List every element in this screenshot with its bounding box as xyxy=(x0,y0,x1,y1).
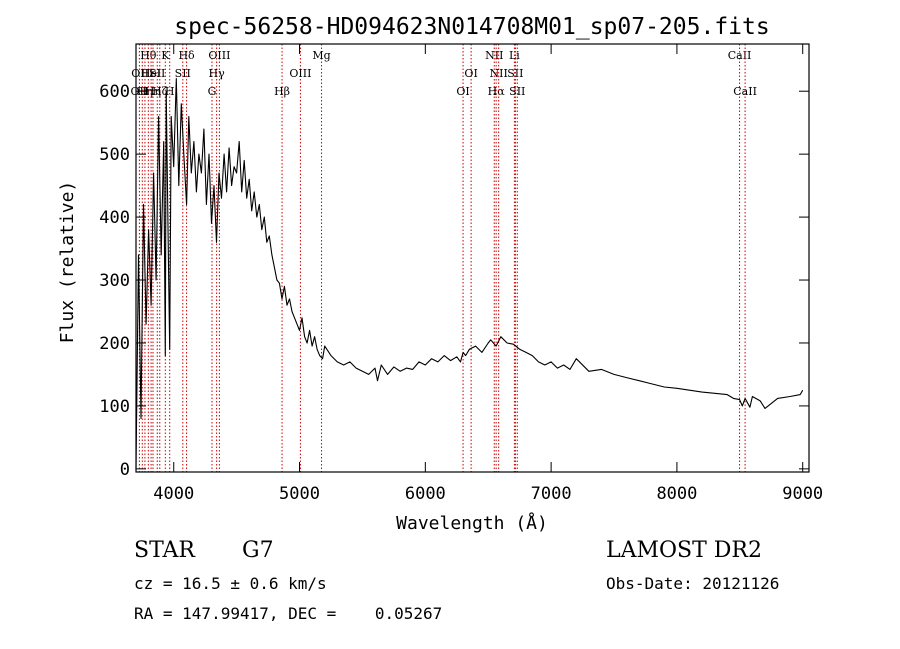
y-tick-label-3: 300 xyxy=(99,271,130,291)
line-marker-label-3: Hθ xyxy=(140,49,157,62)
line-marker-label-18: OI xyxy=(456,85,469,98)
line-marker-label-1: OIII xyxy=(131,67,153,80)
line-marker-label-8: K xyxy=(161,49,170,62)
line-marker-label-13: Hγ xyxy=(209,67,226,80)
line-marker-label-26: CaII xyxy=(728,49,752,62)
x-tick-label-3: 7000 xyxy=(531,484,572,504)
y-tick-label-5: 500 xyxy=(99,145,130,165)
line-marker-label-22: NII xyxy=(490,67,508,80)
y-axis-label: Flux (relative) xyxy=(57,181,78,344)
x-tick-label-2: 6000 xyxy=(405,484,446,504)
line-marker-label-10: SII xyxy=(175,67,191,80)
line-marker-label-15: Hβ xyxy=(274,85,290,98)
line-marker-label-23: Li xyxy=(509,49,520,62)
observation-date: Obs-Date: 20121126 xyxy=(606,574,780,593)
spectrum-series-0 xyxy=(135,78,804,469)
redshift-cz: cz = 16.5 ± 0.6 km/s xyxy=(134,574,327,593)
x-tick-label-5: 9000 xyxy=(782,484,823,504)
x-tick-label-4: 8000 xyxy=(656,484,697,504)
line-marker-label-19: OI xyxy=(464,67,477,80)
coordinates: RA = 147.99417, DEC = 0.05267 xyxy=(134,604,443,623)
line-marker-label-11: Hδ xyxy=(178,49,195,62)
y-tick-label-6: 600 xyxy=(99,82,130,102)
line-marker-label-27: CaII xyxy=(733,85,757,98)
line-marker-label-24: SII xyxy=(507,67,523,80)
chart-title: spec-56258-HD094623N014708M01_sp07-205.f… xyxy=(174,14,769,40)
line-marker-label-6: SII xyxy=(149,67,165,80)
y-tick-label-0: 0 xyxy=(120,460,130,480)
x-axis-label: Wavelength (Å) xyxy=(396,512,548,534)
spectral-subclass: G7 xyxy=(242,538,274,563)
line-marker-label-7: Hζ xyxy=(152,85,168,98)
line-marker-label-5: Hη xyxy=(145,85,161,98)
line-marker-label-20: NII xyxy=(485,49,503,62)
y-tick-label-4: 400 xyxy=(99,208,130,228)
plot-frame xyxy=(135,43,810,473)
line-marker-label-4: HeI xyxy=(141,67,161,80)
object-type: STAR xyxy=(134,538,195,563)
x-tick-label-0: 4000 xyxy=(153,484,194,504)
series-layer xyxy=(135,78,804,469)
line-marker-label-17: Mg xyxy=(312,49,330,62)
axis-ticks: 4000 5000 6000 7000 8000 9000 0 100 200 300 400 500… xyxy=(99,44,823,504)
y-tick-label-2: 200 xyxy=(99,334,130,354)
y-tick-label-1: 100 xyxy=(99,397,130,417)
line-marker-label-12: G xyxy=(208,85,217,98)
line-marker-label-14: OIII xyxy=(208,49,230,62)
line-marker-layer: OIIOIIIHηHθHeIHηSIIHζKHSIIHδGHγOIIIHβOII… xyxy=(131,44,757,472)
line-marker-label-21: Hα xyxy=(488,85,506,98)
line-marker-label-16: OIII xyxy=(289,67,311,80)
survey-name: LAMOST DR2 xyxy=(606,538,762,563)
line-marker-label-25: SII xyxy=(509,85,525,98)
line-marker-label-9: H xyxy=(165,85,175,98)
x-tick-label-1: 5000 xyxy=(279,484,320,504)
